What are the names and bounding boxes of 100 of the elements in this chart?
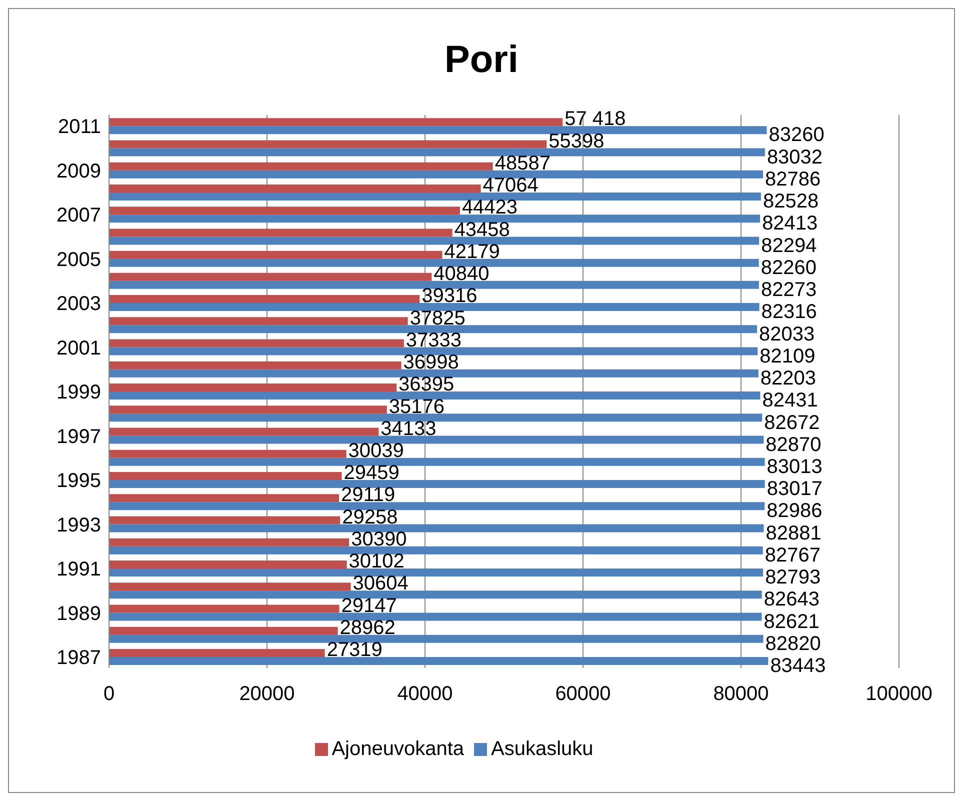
bar — [109, 148, 765, 156]
data-label: 82294 — [761, 234, 817, 257]
legend-label: Ajoneuvokanta — [332, 738, 464, 760]
bar — [109, 612, 762, 621]
data-label: 82820 — [765, 632, 821, 655]
bar — [109, 126, 767, 134]
bar — [109, 170, 764, 178]
bar — [109, 339, 404, 348]
data-label: 29258 — [342, 506, 398, 528]
bar — [109, 192, 761, 200]
data-label: 83017 — [766, 478, 822, 500]
data-label: 57 418 — [564, 108, 626, 130]
data-label: 29147 — [341, 594, 397, 617]
bar — [109, 656, 768, 665]
bar — [109, 369, 758, 378]
data-label: 27319 — [326, 639, 382, 662]
data-label: 83260 — [768, 124, 824, 146]
y-tick-label: 1993 — [56, 514, 101, 536]
data-label: 28962 — [340, 616, 396, 639]
data-label: 82870 — [766, 434, 822, 456]
legend-label: Asukasluku — [491, 738, 594, 760]
data-label: 83013 — [766, 456, 822, 478]
data-label: 42179 — [444, 240, 500, 263]
bar — [109, 436, 764, 444]
bar — [109, 626, 338, 635]
bar — [109, 590, 762, 599]
data-label: 82273 — [760, 279, 817, 302]
bar — [109, 538, 350, 546]
bar — [109, 214, 760, 223]
y-tick-label: 1989 — [56, 602, 101, 625]
bar — [109, 406, 387, 414]
bar — [109, 140, 547, 148]
data-label: 82260 — [760, 256, 816, 279]
y-tick-label: 1997 — [56, 426, 101, 448]
bar — [109, 162, 493, 170]
data-label: 55398 — [548, 130, 604, 152]
bar — [109, 258, 759, 267]
x-tick-label: 60000 — [555, 683, 611, 706]
bar — [109, 325, 758, 334]
bar — [109, 118, 563, 126]
data-label: 82793 — [765, 566, 821, 589]
bar — [109, 250, 442, 259]
bar — [109, 184, 481, 192]
data-label: 36998 — [403, 352, 459, 374]
data-label: 35176 — [388, 396, 445, 418]
bar — [109, 560, 347, 568]
y-tick-label: 1995 — [56, 470, 101, 492]
bar — [109, 582, 351, 591]
chart-title: Pori — [444, 39, 520, 83]
bar — [109, 546, 763, 554]
data-label: 82986 — [766, 500, 822, 522]
bar — [109, 458, 765, 466]
data-label: 29459 — [344, 462, 400, 484]
data-label: 82316 — [761, 301, 817, 324]
bar — [109, 524, 764, 532]
bar — [109, 480, 765, 488]
bar — [109, 472, 342, 480]
data-label: 82203 — [760, 368, 816, 390]
data-label: 39316 — [422, 285, 478, 308]
data-label: 82033 — [759, 323, 815, 346]
bar — [109, 502, 765, 510]
data-label: 82413 — [762, 212, 818, 235]
bar — [109, 428, 379, 436]
data-label: 37333 — [406, 329, 462, 352]
data-label: 82621 — [764, 610, 820, 633]
bar — [109, 317, 408, 326]
bar — [109, 236, 760, 245]
y-tick-label: 2005 — [56, 248, 101, 271]
data-label: 30390 — [351, 528, 407, 550]
data-label: 37825 — [410, 307, 466, 330]
data-label: 30604 — [352, 572, 408, 595]
data-label: 30102 — [348, 550, 404, 573]
x-tick-label: 20000 — [239, 683, 295, 706]
y-tick-label: 2001 — [56, 337, 101, 360]
data-label: 48587 — [494, 152, 550, 174]
x-tick-label: 0 — [103, 683, 115, 706]
bar — [109, 450, 346, 458]
data-label: 44423 — [462, 196, 518, 219]
bar — [109, 648, 325, 657]
bar — [109, 303, 760, 312]
bar — [109, 272, 432, 281]
y-tick-label: 2007 — [56, 204, 101, 227]
data-label: 82109 — [760, 345, 816, 368]
y-tick-label: 1999 — [56, 382, 101, 404]
bar — [109, 634, 764, 643]
data-label: 43458 — [454, 218, 510, 241]
y-tick-label: 2011 — [58, 116, 101, 138]
x-tick-label: 100000 — [866, 683, 932, 706]
data-label: 34133 — [380, 418, 436, 440]
bar — [109, 280, 759, 289]
data-label: 83032 — [766, 146, 823, 168]
bar — [109, 228, 452, 237]
data-label: 83443 — [770, 655, 826, 678]
data-label: 82528 — [762, 190, 819, 213]
data-label: 82786 — [765, 168, 821, 190]
data-label: 82767 — [764, 544, 820, 566]
bar — [109, 295, 420, 304]
bar — [109, 206, 460, 215]
y-tick-label: 2003 — [56, 293, 101, 316]
data-label: 36395 — [398, 374, 454, 396]
